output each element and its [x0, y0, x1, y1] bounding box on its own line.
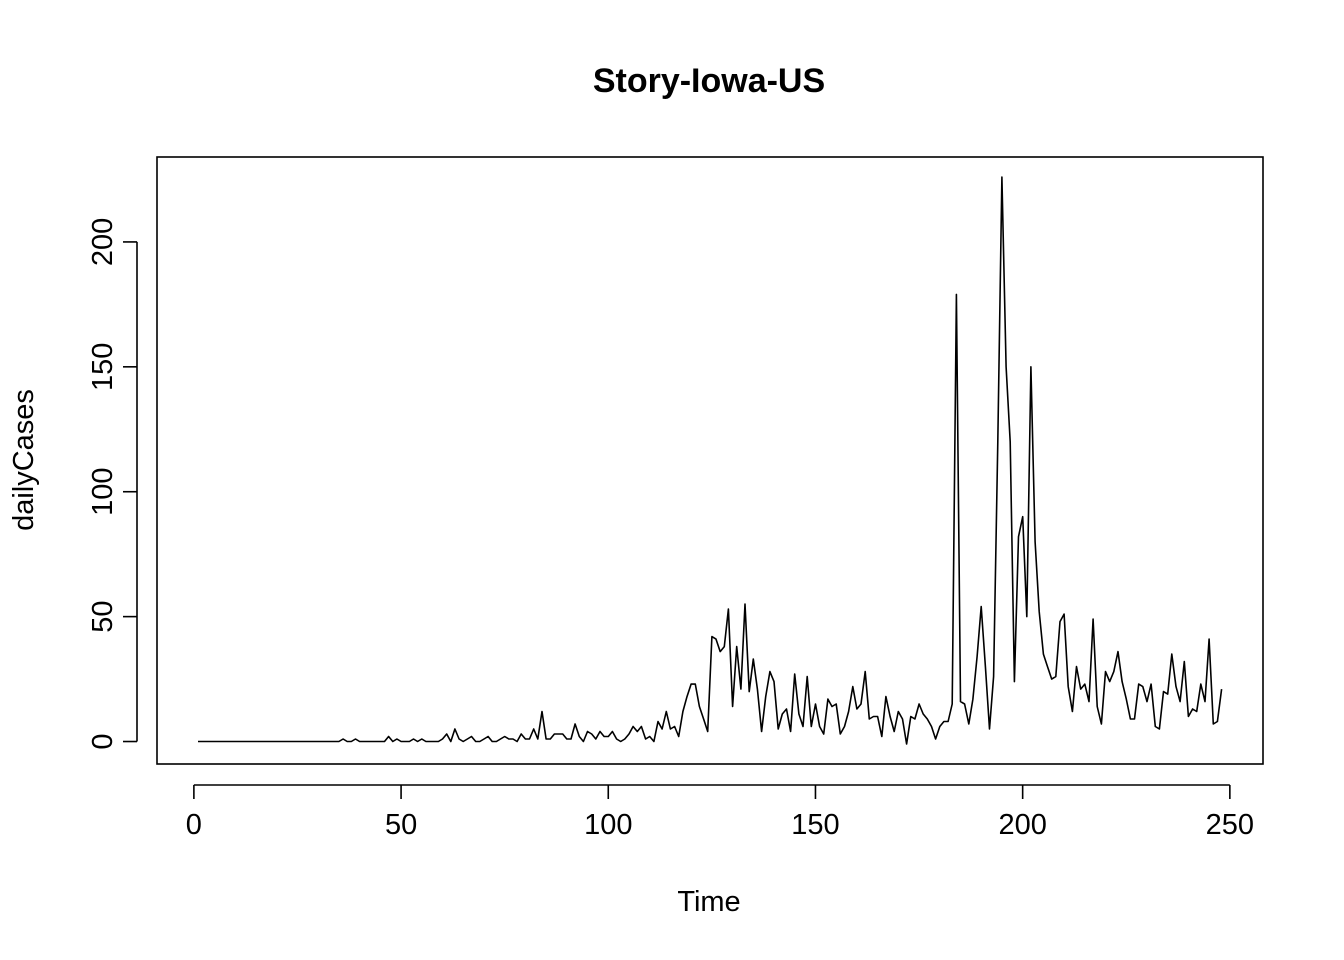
x-tick-label: 150: [791, 809, 839, 841]
x-axis-label: Time: [677, 886, 740, 918]
y-tick-label: 0: [87, 733, 119, 749]
y-tick-label: 150: [87, 343, 119, 391]
series-line-daily-cases: [198, 176, 1223, 745]
x-tick-label: 50: [385, 809, 417, 841]
chart-title: Story-Iowa-US: [593, 62, 825, 100]
x-axis: 0 50 100 150 200 250: [186, 784, 1254, 841]
y-tick-label: 50: [87, 600, 119, 632]
plot-area-frame: [156, 156, 1264, 765]
x-tick-label: 250: [1206, 809, 1254, 841]
x-tick-label: 0: [186, 809, 202, 841]
x-tick-label: 100: [584, 809, 632, 841]
y-axis-label: dailyCases: [8, 389, 40, 531]
x-tick-label: 200: [998, 809, 1046, 841]
y-tick-label: 200: [87, 218, 119, 266]
y-tick-label: 100: [87, 468, 119, 516]
y-axis: 0 50 100 150 200: [87, 218, 138, 750]
